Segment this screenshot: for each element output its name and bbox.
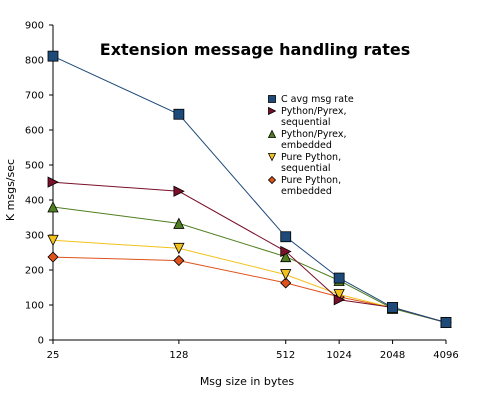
x-tick-label: 1024 [326, 350, 351, 361]
data-point [173, 242, 185, 255]
data-point [47, 176, 59, 188]
series-group [47, 50, 452, 329]
x-tick-label: 2048 [380, 350, 405, 361]
data-point [173, 217, 185, 229]
y-tick-label: 0 [38, 336, 44, 347]
series-square [47, 50, 452, 328]
y-tick-label: 300 [25, 231, 44, 242]
data-point [387, 302, 398, 313]
data-point [173, 254, 185, 267]
y-axis-label: K msgs/sec [4, 159, 17, 221]
series-line [52, 239, 447, 323]
data-point [280, 245, 292, 258]
legend-entry: Pure Python, sequential [281, 152, 341, 174]
y-tick-label: 900 [25, 21, 44, 32]
data-point [47, 234, 59, 247]
legend-entry-line: embedded [281, 140, 332, 151]
legend-entry: C avg msg rate [281, 94, 354, 105]
data-point [280, 231, 292, 243]
series-line [52, 181, 447, 323]
y-tick-label: 700 [25, 91, 44, 102]
legend-entry: Python/Pyrex, embedded [281, 129, 347, 151]
x-axis-label: Msg size in bytes [200, 375, 295, 388]
y-tick-label: 600 [25, 126, 44, 137]
legend-entry-line: C avg msg rate [281, 94, 354, 105]
y-tick-label: 200 [25, 266, 44, 277]
data-point [280, 277, 292, 289]
y-tick-label: 400 [25, 196, 44, 207]
data-point [47, 50, 59, 62]
data-point [333, 289, 345, 301]
series-diamond [47, 251, 452, 329]
marker-triangle-right [268, 106, 277, 116]
legend-entry: Python/Pyrex, sequential [281, 106, 347, 128]
series-line [52, 55, 447, 323]
axes: 0 100 200 300 400 500 600 700 800 900 25 128 512 1024… [25, 21, 459, 362]
legend-entry-line: sequential [281, 117, 331, 128]
series-line [52, 256, 447, 323]
legend-entry-line: embedded [281, 186, 332, 197]
legend-entry: Pure Python, embedded [281, 175, 341, 197]
legend-entry-line: Pure Python, [281, 152, 341, 163]
data-point [173, 108, 185, 120]
marker-triangle-up [267, 129, 277, 138]
data-point [280, 250, 292, 263]
data-point [280, 269, 292, 281]
data-point [173, 185, 185, 197]
data-point [333, 294, 346, 306]
legend-entry-line: Pure Python, [281, 175, 341, 186]
legend-entry-line: Python/Pyrex, [281, 129, 347, 140]
marker-square [268, 95, 276, 103]
data-point [440, 317, 452, 328]
data-point [47, 251, 59, 263]
data-point [333, 272, 345, 284]
x-tick-label: 4096 [433, 350, 458, 361]
y-tick-label: 800 [25, 56, 44, 67]
chart-title: Extension message handling rates [100, 40, 410, 59]
data-point [47, 201, 59, 213]
marker-diamond [267, 175, 277, 185]
x-tick-label: 128 [169, 350, 188, 361]
legend-entry-line: Python/Pyrex, [281, 106, 347, 117]
marker-triangle-down [267, 153, 277, 162]
series-line [52, 206, 447, 323]
legend-entry-line: sequential [281, 163, 331, 174]
x-tick-label: 512 [276, 350, 295, 361]
y-tick-label: 500 [25, 161, 44, 172]
y-tick-label: 100 [25, 301, 44, 312]
x-tick-label: 25 [47, 350, 60, 361]
